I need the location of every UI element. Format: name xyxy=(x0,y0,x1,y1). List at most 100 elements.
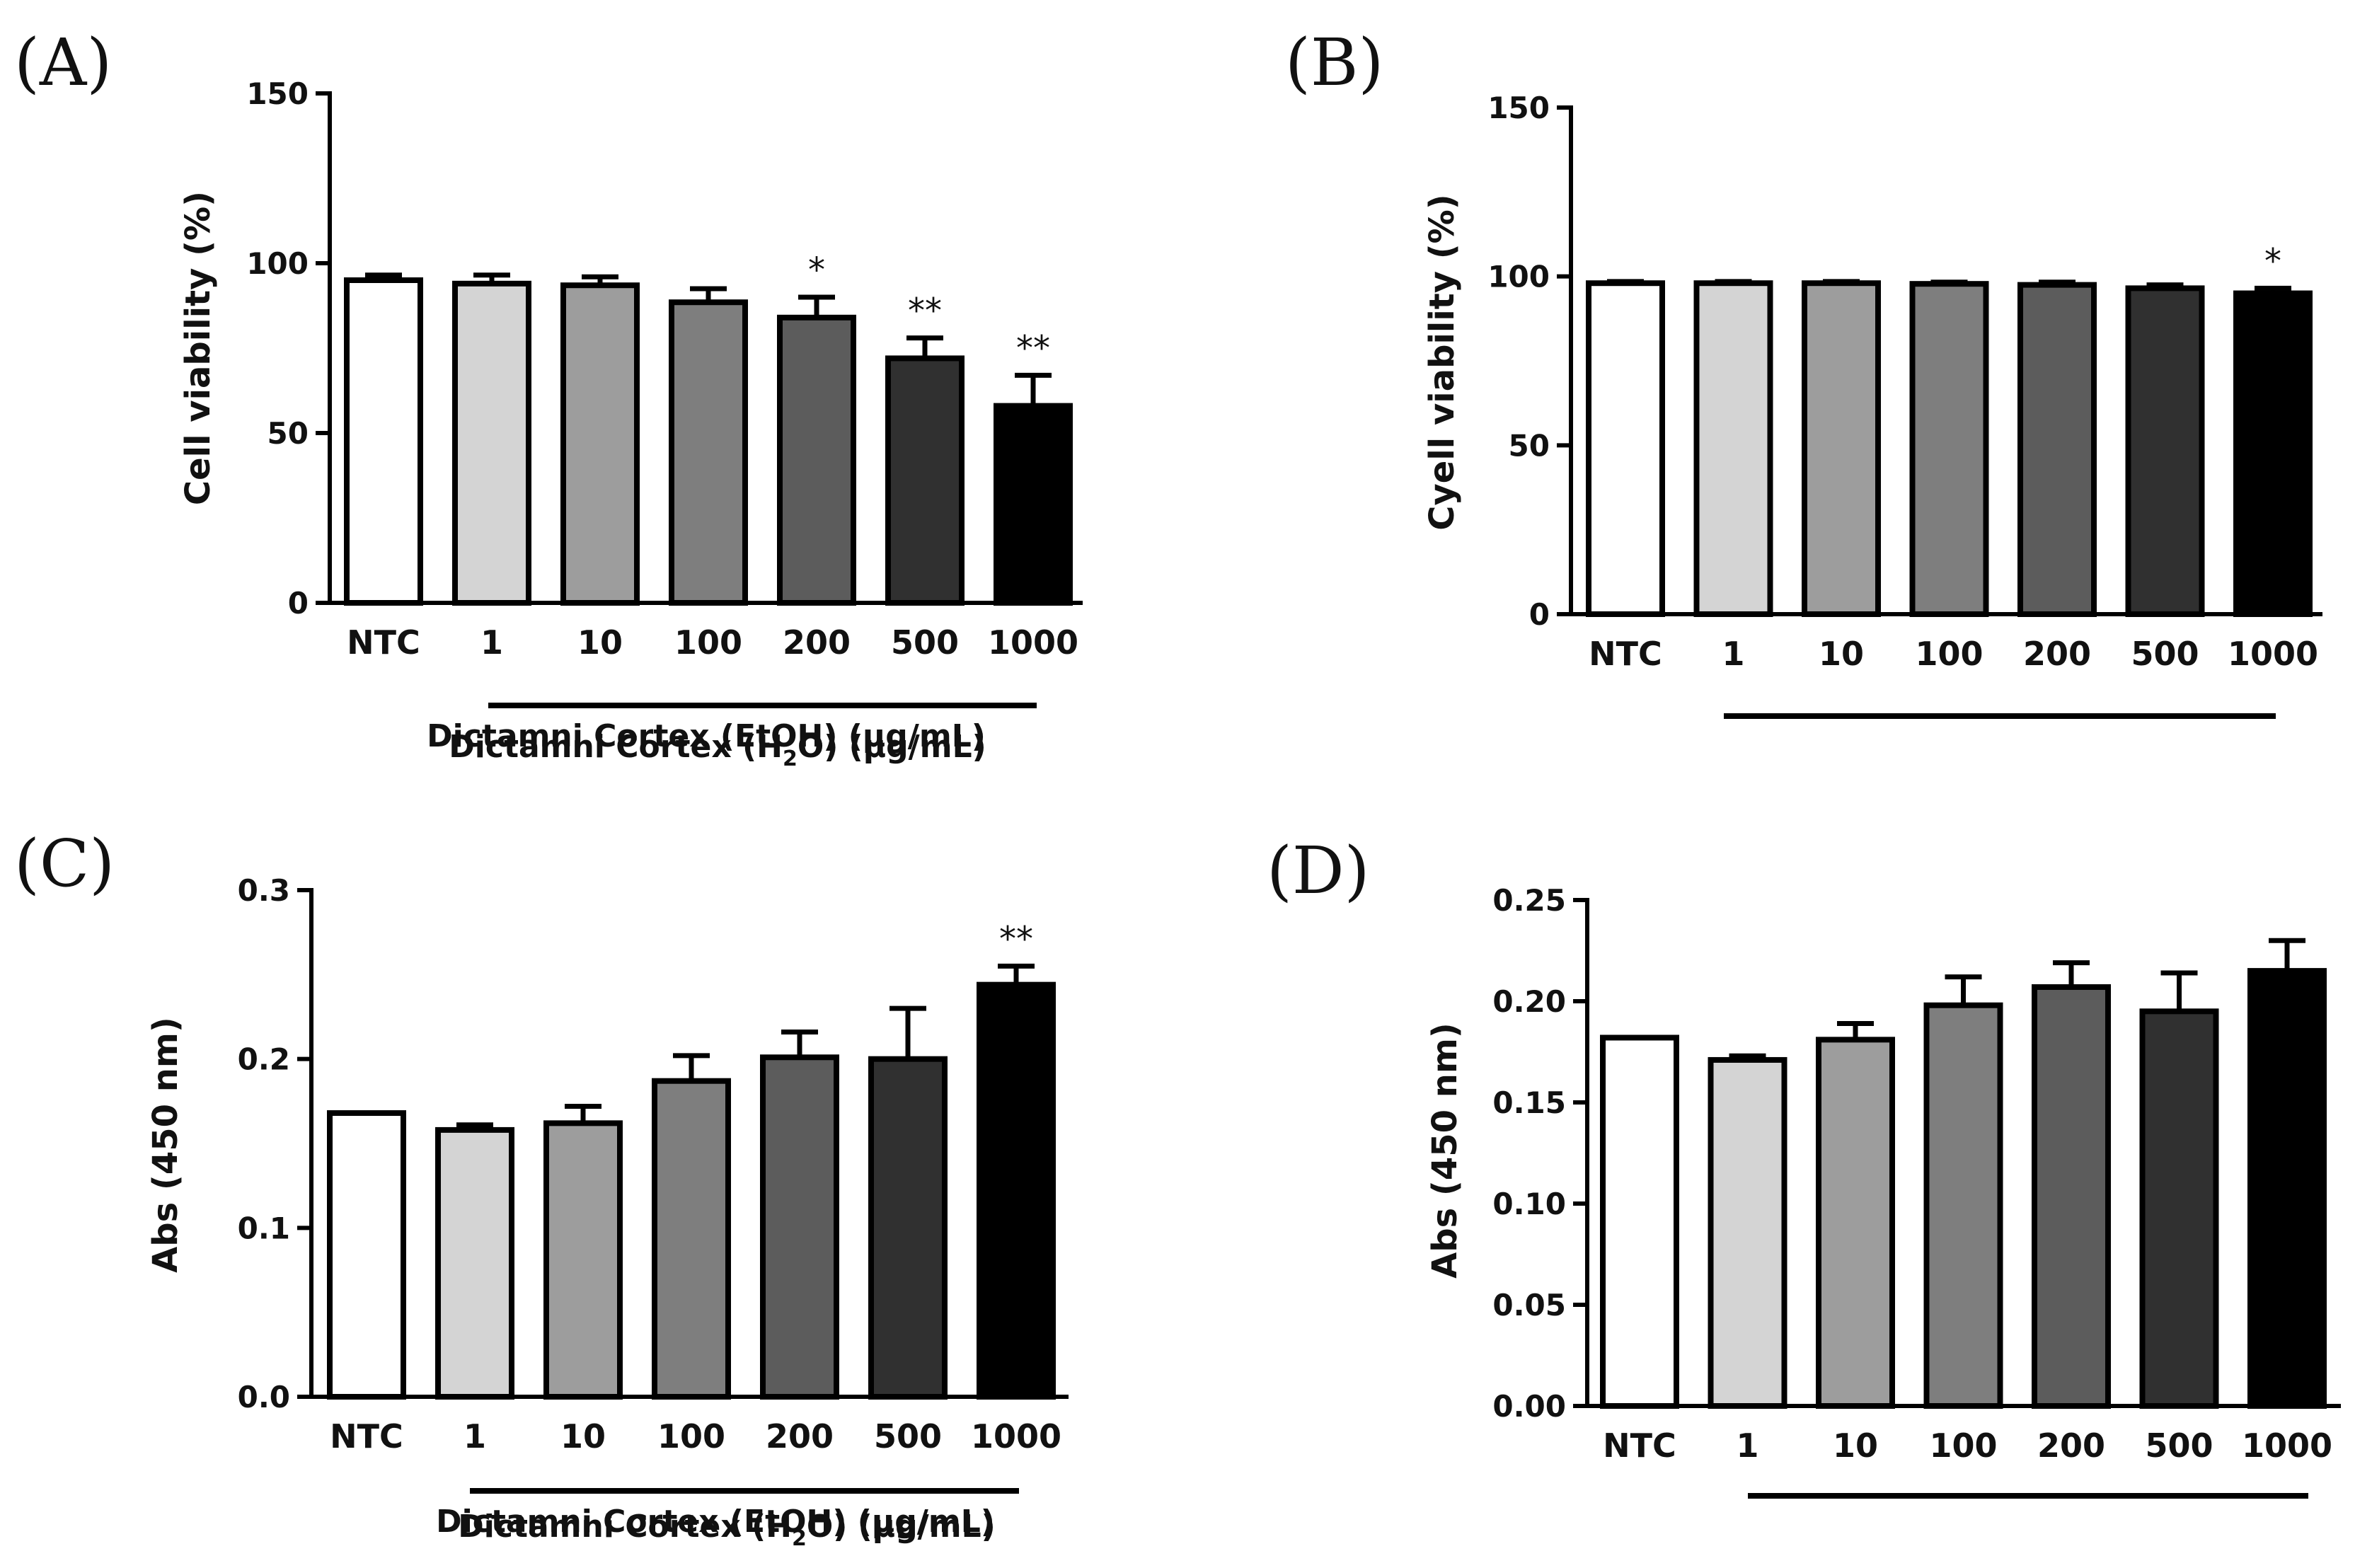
bar xyxy=(868,1056,948,1400)
x-tick-label: 1 xyxy=(480,623,503,662)
y-tick-label: 150 xyxy=(246,76,309,111)
panel-b: (B) NTC 1 10 100 200 500 * 1000 0 50 100 150 Cyell vi… xyxy=(449,25,2322,771)
x-tick-label: 1000 xyxy=(971,1417,1061,1455)
bar xyxy=(435,1126,514,1400)
bar xyxy=(452,280,531,606)
y-tick-label: 0.15 xyxy=(1492,1085,1566,1120)
group-label: Dictamni Cortex (H2O) (μg/mL) xyxy=(449,729,986,771)
panel-letter: (C) xyxy=(14,826,115,901)
significance-marker: * xyxy=(2264,241,2281,281)
group-label: Dictamni Cortex (EtOH) (μg/mL) xyxy=(427,718,986,754)
x-tick-label: 500 xyxy=(874,1417,942,1455)
group-label: Dictamni Cortex (EtOH) (μg/mL) xyxy=(436,1504,995,1540)
x-tick-label: 1000 xyxy=(988,623,1078,662)
y-tick-label: 0.2 xyxy=(238,1042,290,1077)
x-tick-label: NTC xyxy=(1603,1426,1676,1465)
x-tick-label: 200 xyxy=(2023,635,2091,673)
bar xyxy=(1693,280,1773,617)
significance-marker: ** xyxy=(908,292,942,331)
x-tick-label: 100 xyxy=(1915,635,1983,673)
y-tick-label: 0.1 xyxy=(238,1211,290,1245)
y-tick-label: 0.05 xyxy=(1492,1288,1566,1322)
bar xyxy=(543,1120,623,1400)
group-label: Dictamni Cortex (H2O) (μg/mL) xyxy=(458,1509,995,1551)
x-tick-label: 100 xyxy=(1929,1426,1997,1465)
panel-letter: (A) xyxy=(14,25,112,100)
y-tick-label: 0.0 xyxy=(238,1380,290,1414)
bar xyxy=(1816,1037,1895,1409)
bar xyxy=(1600,1034,1679,1409)
y-tick-label: 100 xyxy=(246,246,309,281)
x-tick-label: NTC xyxy=(1589,635,1662,673)
group-label-part: O) (μg/mL) xyxy=(807,1509,996,1545)
bar xyxy=(1909,281,1989,617)
x-tick-label: 100 xyxy=(674,623,742,662)
bar xyxy=(1708,1056,1787,1409)
bar xyxy=(344,277,423,606)
bar xyxy=(1923,1002,2003,1409)
bar xyxy=(1586,280,1665,617)
group-label-subscript: 2 xyxy=(783,746,798,771)
x-tick-label: NTC xyxy=(347,623,420,662)
x-tick-label: 500 xyxy=(2131,635,2199,673)
x-tick-label: 10 xyxy=(1833,1426,1878,1465)
x-tick-label: 500 xyxy=(2145,1426,2213,1465)
y-tick-label: 0.3 xyxy=(238,873,290,908)
bar xyxy=(2139,1008,2219,1410)
group-label-part: O) (μg/mL) xyxy=(798,729,986,765)
bar xyxy=(994,403,1073,606)
x-tick-label: 10 xyxy=(577,623,623,662)
bar xyxy=(669,299,748,606)
y-tick-label: 100 xyxy=(1487,260,1550,294)
bar xyxy=(885,355,965,606)
significance-marker: ** xyxy=(1016,328,1050,368)
x-tick-label: 1000 xyxy=(2242,1426,2332,1465)
group-label-subscript: 2 xyxy=(792,1526,807,1551)
y-axis-title: Cell viability (%) xyxy=(178,191,218,505)
y-tick-label: 0 xyxy=(288,586,309,621)
x-tick-label: 1 xyxy=(1736,1426,1758,1465)
y-axis-title: Cyell viability (%) xyxy=(1422,194,1462,530)
bar xyxy=(2032,984,2111,1409)
bar xyxy=(2125,285,2205,617)
x-tick-label: NTC xyxy=(330,1417,403,1455)
bar xyxy=(652,1078,731,1400)
x-tick-label: 1 xyxy=(1722,635,1744,673)
significance-marker: * xyxy=(808,250,825,290)
y-tick-label: 150 xyxy=(1487,91,1550,125)
group-label-part: Dictamni Cortex (H xyxy=(449,729,783,765)
bar xyxy=(560,282,640,606)
panel-d: (D) NTC 1 10 100 200 500 1000 0.00 0.05 0.10 0.15 0.… xyxy=(458,833,2341,1551)
bar xyxy=(977,981,1056,1400)
bar xyxy=(327,1110,406,1400)
bar xyxy=(760,1054,839,1400)
x-tick-label: 200 xyxy=(783,623,851,662)
y-axis-title: Abs (450 nm) xyxy=(146,1017,185,1273)
bar xyxy=(2247,968,2327,1409)
bar xyxy=(777,314,856,606)
x-tick-label: 500 xyxy=(891,623,959,662)
panel-a: (A) NTC 1 10 100 * 200 ** 500 ** 1000 0 50 100 150 Cell… xyxy=(14,25,1083,754)
x-tick-label: 1 xyxy=(464,1417,486,1455)
x-tick-label: 100 xyxy=(657,1417,725,1455)
y-tick-label: 0.00 xyxy=(1492,1389,1566,1424)
y-tick-label: 0.20 xyxy=(1492,984,1566,1019)
x-tick-label: 200 xyxy=(2037,1426,2105,1465)
x-tick-label: 10 xyxy=(560,1417,606,1455)
panel-letter: (B) xyxy=(1285,25,1383,100)
bar xyxy=(1802,280,1881,617)
y-tick-label: 0.25 xyxy=(1492,883,1566,918)
y-tick-label: 50 xyxy=(1509,428,1550,463)
panel-letter: (D) xyxy=(1267,833,1370,909)
group-label-part: Dictamni Cortex (H xyxy=(458,1509,792,1545)
y-axis-title: Abs (450 nm) xyxy=(1425,1022,1465,1279)
bar xyxy=(2017,282,2097,617)
panel-c: (C) NTC 1 10 100 200 500 ** 1000 0.0 0.1 0.2 0.3 Abs … xyxy=(14,826,1069,1540)
significance-marker: ** xyxy=(999,919,1033,959)
y-tick-label: 50 xyxy=(267,416,309,451)
x-tick-label: 200 xyxy=(766,1417,834,1455)
bar xyxy=(2233,290,2313,617)
y-tick-label: 0 xyxy=(1529,597,1550,632)
x-tick-label: 1000 xyxy=(2228,635,2318,673)
